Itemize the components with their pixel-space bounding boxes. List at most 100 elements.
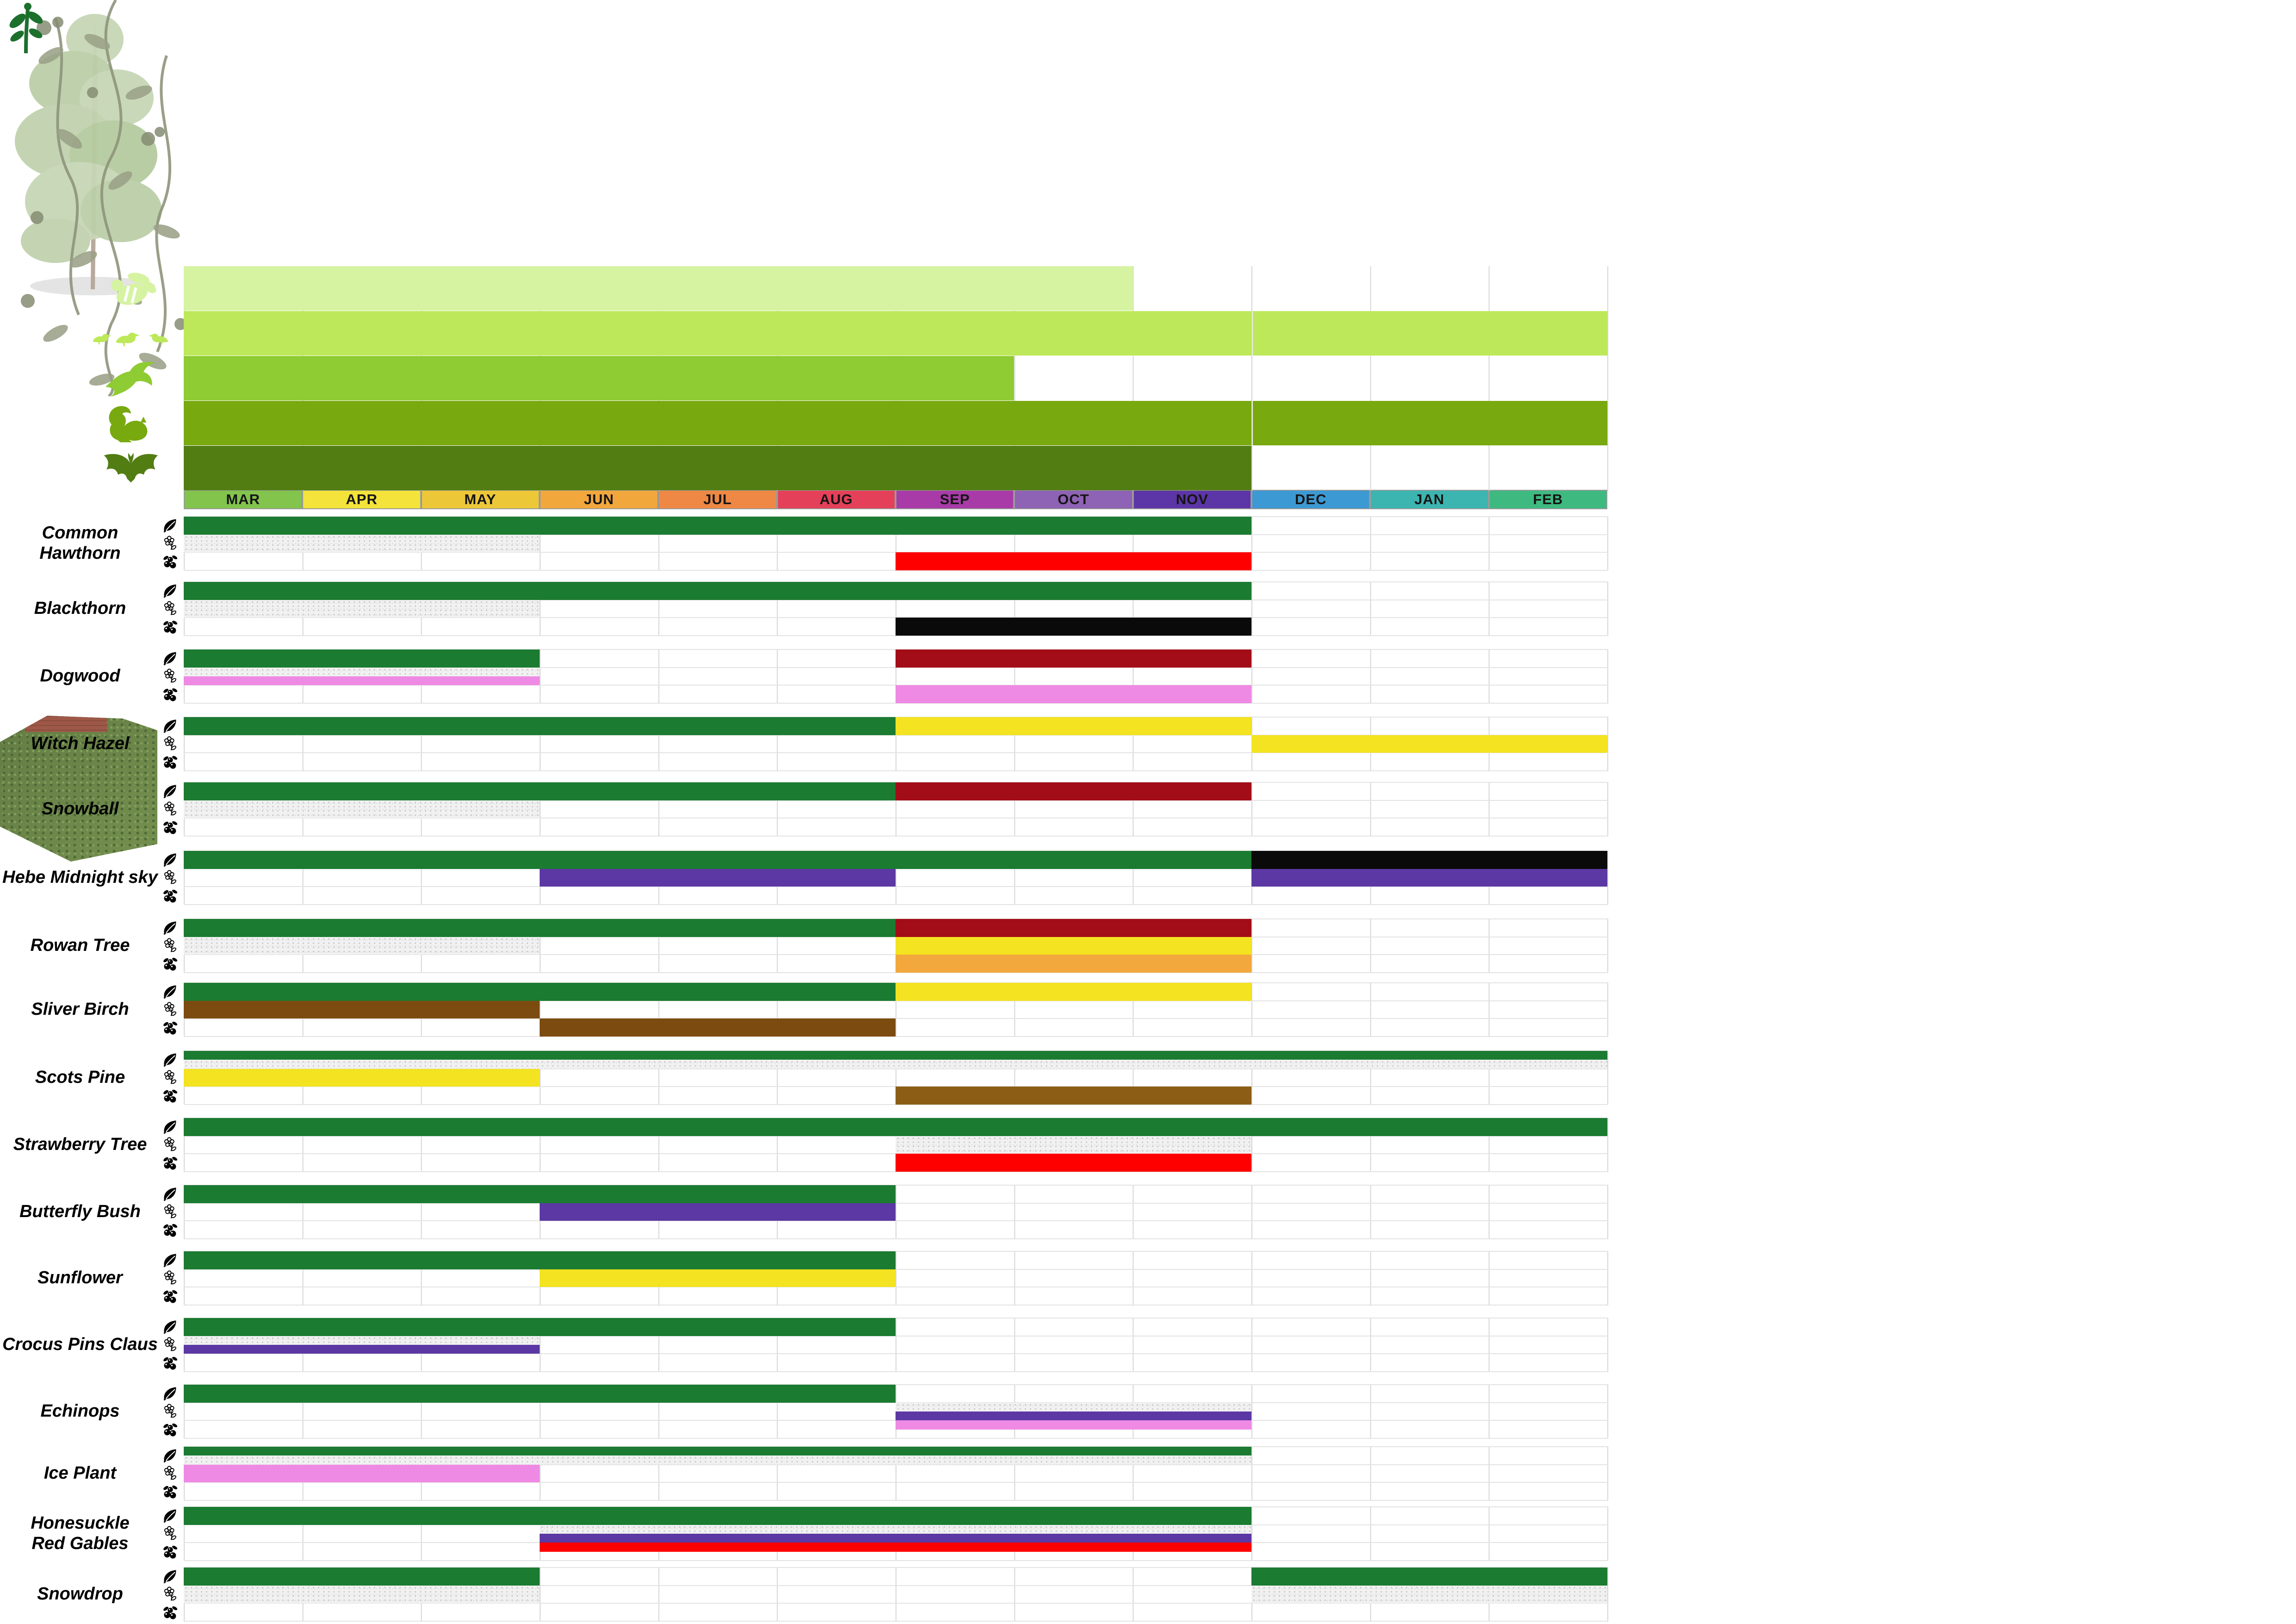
month-cell-jul: JUL [658,490,777,509]
plant-label: Butterfly Bush [0,1185,160,1239]
hebe-midnight-sky-foliage-bar [184,851,1251,869]
leaf-icon [162,1252,179,1268]
plant-name: Common Hawthorn [39,523,121,563]
row-track-line [184,703,1608,704]
row-track-line [184,1567,1608,1568]
leaf-icon [162,1118,179,1135]
sliver-birch-flowers-bar [184,1000,540,1019]
flower-icon [162,1270,179,1287]
row-track-line [184,1018,1608,1019]
squirrel-activity-bar [184,401,1251,445]
row-track-line [184,1068,1608,1069]
track-icon-column [160,650,181,703]
dogwood-berries-bar [895,685,1251,704]
honesuckle-flowers-bar [539,1534,1251,1543]
sunflower-flowers-bar [539,1269,896,1287]
rowan-tree-flowers-bar [895,937,1251,955]
rowan-tree-flowers-bar [184,937,540,955]
track-icon-column [160,582,181,636]
row-track-line [184,972,1608,974]
track-icon-column [160,1568,181,1621]
flower-icon [162,1586,179,1603]
plant-name: Strawberry Tree [13,1135,147,1155]
row-track-line [184,770,1608,772]
row-track-line [184,1238,1608,1240]
month-cell-nov: NOV [1132,490,1251,509]
leaf-icon [162,1186,179,1202]
berries-icon [162,1355,179,1371]
flower-icon [162,1465,179,1482]
plant-label: Hebe Midnight sky [0,851,160,905]
row-track-line [184,1335,1608,1337]
berries-icon [162,686,179,703]
plant-label: Ice Plant [0,1447,160,1500]
berries-icon [162,1288,179,1305]
track-icon-column [160,1447,181,1500]
dogwood-foliage-bar [184,650,540,668]
flower-icon [162,1137,179,1153]
leaf-icon [162,517,179,534]
row-track-line [184,1621,1608,1622]
witch-hazel-flowers-bar [1251,735,1607,753]
swallow-icon [81,356,180,401]
flower-icon [162,869,179,886]
berries-icon [162,754,179,770]
plant-name: Dogwood [40,666,120,686]
track-icon-column [160,851,181,905]
dogwood-foliage-bar [895,650,1251,668]
honesuckle-berries-bar [539,1543,1251,1552]
plant-name: Rowan Tree [30,936,130,956]
berries-icon [162,1421,179,1438]
plant-name-line2: Red Gables [31,1534,129,1554]
month-label: FEB [1533,491,1563,507]
month-label: JUL [703,491,732,507]
plant-name: Honesuckle [31,1513,130,1533]
plant-name: Blackthorn [34,599,126,618]
leaf-icon [162,1385,179,1402]
plant-name: Sunflower [37,1268,123,1288]
month-cell-jun: JUN [539,490,659,509]
flower-icon [162,600,179,617]
honesuckle-foliage-bar [184,1507,1251,1525]
flower-icon [162,1069,179,1086]
month-label: MAY [464,491,497,507]
hebe-midnight-sky-flowers-bar [539,868,896,887]
leaf-icon [162,783,179,800]
flower-icon [162,535,179,552]
swallow-activity-bar [184,356,1014,400]
flower-icon [162,937,179,954]
plant-label: Honesuckle Red Gables [0,1507,160,1561]
row-track-line [184,1371,1608,1373]
sliver-birch-foliage-bar [895,983,1251,1001]
snowdrop-foliage-bar [184,1568,540,1586]
squirrel-activity-bar [1252,401,1607,445]
row-track-line [184,534,1608,535]
leaf-icon [162,1318,179,1335]
row-track-line [184,886,1608,887]
ice-plant-foliage-bar [184,1455,1251,1465]
sliver-birch-berries-bar [539,1018,896,1037]
month-cell-mar: MAR [184,490,303,509]
scots-pine-berries-bar [895,1087,1251,1105]
month-label: JUN [584,491,614,507]
month-cell-may: MAY [421,490,540,509]
track-icon-column [160,1051,181,1105]
crocus-pins-claus-flowers-bar [184,1345,540,1354]
berries-icon [162,887,179,904]
month-label: JAN [1414,491,1444,507]
birds-icon [81,311,180,356]
strawberry-tree-berries-bar [895,1154,1251,1172]
echinops-flowers-bar [895,1402,1251,1412]
rowan-tree-foliage-bar [184,919,896,937]
berries-icon [162,1222,179,1238]
garden-birds-activity-bar [1252,311,1607,356]
leaf-icon [162,919,179,936]
month-cell-dec: DEC [1251,490,1370,509]
row-track-line [184,1251,1608,1252]
plant-name: Sliver Birch [31,999,129,1019]
bee-icon [81,266,180,311]
track-icon-column [160,1507,181,1561]
ice-plant-flowers-bar [184,1464,540,1483]
plant-label: Echinops [0,1385,160,1438]
